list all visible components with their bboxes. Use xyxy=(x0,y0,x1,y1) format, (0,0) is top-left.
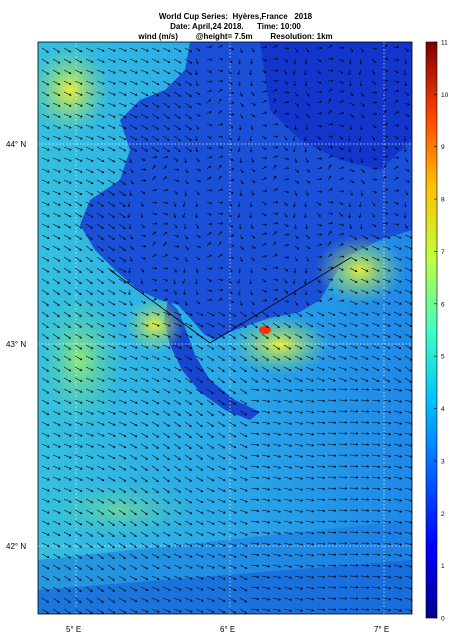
lon-label-6: 6° E xyxy=(220,625,235,634)
wind-arrow-field xyxy=(41,44,412,614)
colorbar-tick-label: 0 xyxy=(441,616,445,623)
colorbar-tick-label: 11 xyxy=(441,40,448,47)
wind-patch-east xyxy=(315,235,405,305)
chart-title-line1: World Cup Series: Hyères,France 2018 xyxy=(158,12,313,21)
lon-label-5: 5° E xyxy=(66,625,81,634)
colorbar-tick-label: 4 xyxy=(441,406,445,413)
map-frame xyxy=(37,41,413,615)
lat-label-42: 42° N xyxy=(6,542,26,551)
lat-label-44: 44° N xyxy=(6,140,26,149)
colorbar-tick-label: 1 xyxy=(441,563,445,570)
chart-title-line2: Date: April,24 2018. Time: 10:00 xyxy=(170,22,301,31)
chart-title-line3: wind (m/s) @height= 7.5m Resolution: 1km xyxy=(138,32,333,41)
wind-patch-northwest xyxy=(38,45,110,135)
colorbar-tick-label: 6 xyxy=(441,301,445,308)
map-area xyxy=(38,42,412,614)
lat-label-43: 43° N xyxy=(6,340,26,349)
wind-patch-hyeres xyxy=(230,315,330,375)
sea-calm-band-2 xyxy=(38,560,412,614)
colorbar-tick-label: 3 xyxy=(441,458,445,465)
wind-patch-west-coast xyxy=(125,297,185,353)
colorbar-tick-label: 5 xyxy=(441,354,445,361)
wind-max-spot xyxy=(259,326,271,334)
colorbar xyxy=(425,41,438,619)
colorbar-tick-label: 7 xyxy=(441,249,445,256)
colorbar-tick-label: 2 xyxy=(441,511,445,518)
colorbar-tick-label: 8 xyxy=(441,197,445,204)
colorbar-tick-label: 10 xyxy=(441,92,449,99)
colorbar-tick-label: 9 xyxy=(441,144,445,151)
wind-arrows xyxy=(41,44,412,614)
colorbar-ticks: 0 1 2 3 4 5 6 7 8 9 10 11 xyxy=(434,40,449,623)
lon-label-7: 7° E xyxy=(374,625,389,634)
